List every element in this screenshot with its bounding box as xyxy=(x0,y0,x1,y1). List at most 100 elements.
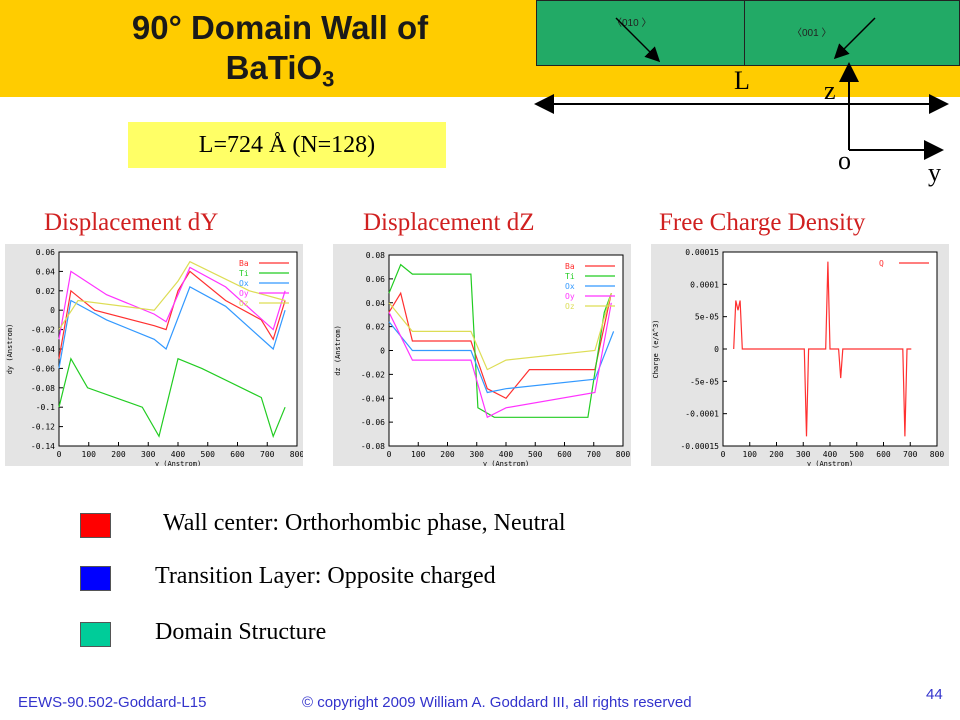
x-tick-label: 200 xyxy=(111,450,126,459)
title-line2: BaTiO3 xyxy=(80,48,480,100)
series-line-ti xyxy=(388,263,612,418)
left-orientation-label: 〈010 〉 xyxy=(612,18,652,29)
y-tick-label: 0.06 xyxy=(36,248,55,257)
y-tick-label: -0.0001 xyxy=(685,410,719,419)
y-tick-label: -0.12 xyxy=(31,423,55,432)
series-line-ox xyxy=(58,286,286,369)
origin-label: o xyxy=(838,146,851,175)
x-tick-label: 800 xyxy=(930,450,945,459)
x-tick-label: 600 xyxy=(876,450,891,459)
x-tick-label: 600 xyxy=(557,450,572,459)
title-subscript: 3 xyxy=(322,66,335,92)
series-line-ba xyxy=(388,291,612,400)
slide-title: 90° Domain Wall of BaTiO3 xyxy=(80,8,480,100)
legend-label-ba: Ba xyxy=(239,259,249,268)
x-tick-label: 100 xyxy=(743,450,758,459)
series-line-q xyxy=(733,261,912,437)
y-tick-label: 0.00015 xyxy=(685,248,719,257)
x-tick-label: 600 xyxy=(230,450,245,459)
legend-label-ox: Ox xyxy=(565,282,575,291)
legend-label-wall-center: Wall center: Orthorhombic phase, Neutral xyxy=(163,510,566,536)
footer-copyright: © copyright 2009 William A. Goddard III,… xyxy=(302,694,692,711)
x-tick-label: 400 xyxy=(823,450,838,459)
x-tick-label: 800 xyxy=(290,450,303,459)
y-tick-label: -0.02 xyxy=(361,370,385,379)
page-number: 44 xyxy=(926,686,943,703)
left-polarization-arrow xyxy=(615,17,661,63)
y-tick-label: 0.04 xyxy=(366,299,385,308)
series-line-ox xyxy=(388,321,615,394)
y-axis-label: Charge (e/A^3) xyxy=(652,319,660,378)
y-tick-label: -0.06 xyxy=(361,418,385,427)
panel-title-dy: Displacement dY xyxy=(44,209,219,236)
y-tick-label: 0.04 xyxy=(36,267,55,276)
right-polarization-arrow xyxy=(833,17,876,60)
x-axis-label: y (Anstrom) xyxy=(155,460,201,466)
footer-course: EEWS-90.502-Goddard-L15 xyxy=(18,694,207,711)
y-axis-label: y xyxy=(928,158,941,187)
y-tick-label: 0.06 xyxy=(366,275,385,284)
x-tick-label: 700 xyxy=(587,450,602,459)
y-tick-label: -0.1 xyxy=(36,403,55,412)
legend-label-oy: Oy xyxy=(239,289,249,298)
schematic-arrows xyxy=(534,17,949,160)
x-tick-label: 500 xyxy=(850,450,865,459)
y-tick-label: 5e-05 xyxy=(695,313,719,322)
legend-swatch-domain xyxy=(80,622,111,647)
x-tick-label: 0 xyxy=(57,450,62,459)
legend-label-ti: Ti xyxy=(565,272,575,281)
y-tick-label: -5e-05 xyxy=(690,377,719,386)
y-tick-label: 0 xyxy=(714,345,719,354)
x-tick-label: 0 xyxy=(387,450,392,459)
x-tick-label: 400 xyxy=(171,450,186,459)
y-tick-label: -0.04 xyxy=(31,345,55,354)
domain-wall-line xyxy=(744,0,745,66)
y-tick-label: 0 xyxy=(380,347,385,356)
y-tick-label: -0.00015 xyxy=(680,442,719,451)
x-axis-label: y (Anstrom) xyxy=(483,460,529,466)
y-tick-label: -0.04 xyxy=(361,394,385,403)
y-tick-label: -0.08 xyxy=(361,442,385,451)
legend-label-q: Q xyxy=(879,259,884,268)
x-tick-label: 0 xyxy=(721,450,726,459)
plot-charge-density: 0.00015 0.0001 5e-05 0 -5e-05 -0.0001 -0.00015… xyxy=(651,244,949,466)
legend-label-oz: Oz xyxy=(239,299,249,308)
x-tick-label: 400 xyxy=(499,450,514,459)
legend-label-ox: Ox xyxy=(239,279,249,288)
y-tick-label: -0.06 xyxy=(31,364,55,373)
x-tick-label: 100 xyxy=(411,450,426,459)
x-axis-label: y (Anstrom) xyxy=(807,460,853,466)
x-tick-label: 200 xyxy=(440,450,455,459)
x-tick-label: 300 xyxy=(141,450,156,459)
domain-schematic xyxy=(536,0,960,66)
series-line-oy xyxy=(58,266,286,340)
x-tick-label: 500 xyxy=(201,450,216,459)
y-tick-label: 0.0001 xyxy=(690,280,719,289)
y-tick-label: 0 xyxy=(50,306,55,315)
series-line-oy xyxy=(388,302,612,419)
size-label: L=724 Å (N=128) xyxy=(198,132,376,158)
z-axis-label: z xyxy=(824,76,836,105)
x-tick-label: 700 xyxy=(260,450,275,459)
legend-label-transition: Transition Layer: Opposite charged xyxy=(155,563,496,589)
y-tick-label: 0.02 xyxy=(366,323,385,332)
right-orientation-label: 〈001 〉 xyxy=(792,28,832,39)
legend-swatch-wall-center xyxy=(80,513,111,538)
y-tick-label: 0.08 xyxy=(366,251,385,260)
legend-label-ba: Ba xyxy=(565,262,575,271)
x-tick-label: 800 xyxy=(616,450,631,459)
y-tick-label: -0.02 xyxy=(31,326,55,335)
panel-title-charge: Free Charge Density xyxy=(659,209,866,236)
title-formula: BaTiO xyxy=(225,49,323,86)
y-axis-label: dz (Anstrom) xyxy=(334,325,342,376)
legend-label-oy: Oy xyxy=(565,292,575,301)
size-label-box xyxy=(128,122,446,168)
y-axis-label: dy (Anstrom) xyxy=(6,324,14,375)
x-tick-label: 700 xyxy=(903,450,918,459)
series-line-oz xyxy=(388,293,612,371)
x-tick-label: 100 xyxy=(82,450,97,459)
legend-label-domain: Domain Structure xyxy=(155,619,327,645)
y-tick-label: 0.02 xyxy=(36,287,55,296)
legend-label-ti: Ti xyxy=(239,269,249,278)
title-line1: 90° Domain Wall of xyxy=(131,9,429,46)
